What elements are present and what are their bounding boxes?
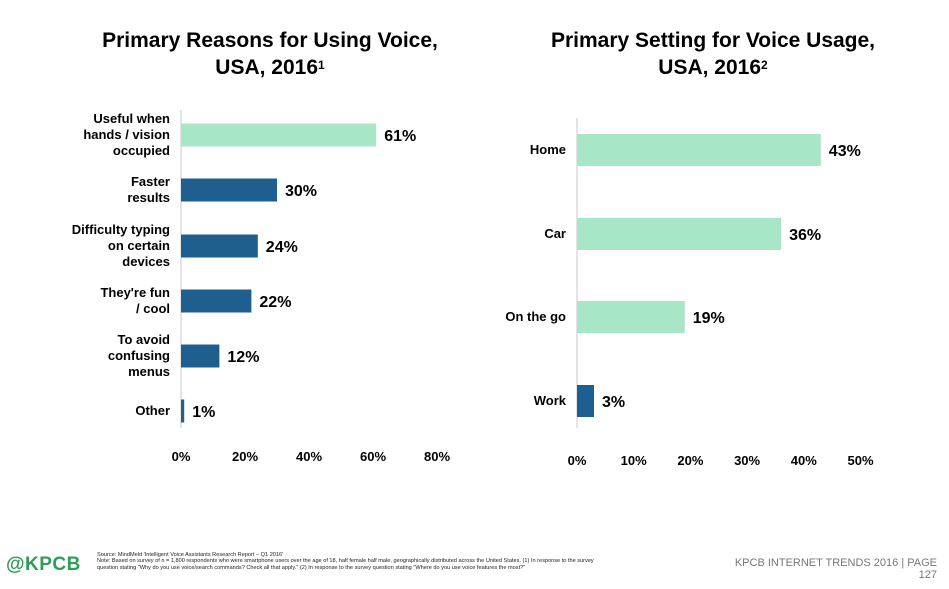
- setting-bar: [577, 218, 782, 250]
- reason-bar: [181, 289, 252, 313]
- right-chart-title: Primary Setting for Voice Usage, USA, 20…: [513, 27, 913, 81]
- report-name: KPCB INTERNET TRENDS 2016 | PAGE: [734, 557, 937, 569]
- setting-value-label: 36%: [789, 227, 821, 244]
- reason-category-label: / cool: [136, 301, 170, 316]
- setting-value-label: 19%: [693, 310, 725, 327]
- source-line: Source: MindMeld 'Intelligent Voice Assi…: [97, 552, 284, 558]
- reason-bar: [181, 344, 220, 368]
- reason-category-label: Useful when: [93, 111, 170, 126]
- setting-bar: [577, 301, 685, 333]
- reason-value-label: 1%: [192, 404, 215, 421]
- reason-x-tick-label: 20%: [232, 449, 258, 464]
- reason-category-label: devices: [122, 254, 170, 269]
- left-title-line1: Primary Reasons for Using Voice,: [102, 29, 438, 52]
- note-line-2: question stating "Why do you use voice/s…: [97, 564, 526, 571]
- reason-x-tick-label: 40%: [296, 449, 322, 464]
- reason-category-label: hands / vision: [83, 127, 170, 142]
- setting-x-tick-label: 50%: [847, 453, 873, 468]
- reason-category-label: They're fun: [100, 285, 170, 300]
- setting-category-label: On the go: [505, 309, 566, 324]
- setting-category-label: Home: [530, 142, 566, 157]
- setting-category-label: Work: [534, 393, 567, 408]
- note-line-1: Note: Based on survey of n = 1,800 respo…: [97, 558, 594, 565]
- setting-value-label: 3%: [602, 394, 625, 411]
- right-title-line1: Primary Setting for Voice Usage,: [550, 29, 876, 52]
- reason-category-label: on certain: [108, 238, 170, 253]
- reason-bar: [181, 399, 185, 423]
- reason-value-label: 24%: [266, 239, 298, 256]
- right-title-footnote: 2: [761, 58, 768, 72]
- setting-x-tick-label: 30%: [734, 453, 760, 468]
- setting-bar: [577, 134, 821, 166]
- reason-value-label: 30%: [285, 183, 317, 200]
- kpcb-logo: @KPCB: [6, 554, 81, 575]
- setting-x-tick-label: 0%: [568, 453, 587, 468]
- reason-value-label: 12%: [227, 349, 259, 366]
- reason-category-label: To avoid: [118, 332, 171, 347]
- footer-source-note: Source: MindMeld 'Intelligent Voice Assi…: [97, 552, 697, 571]
- reason-category-label: menus: [128, 364, 170, 379]
- left-title-line2: USA, 2016: [215, 56, 319, 79]
- reason-bar: [181, 234, 258, 258]
- reason-category-label: Other: [135, 403, 170, 418]
- reason-category-label: confusing: [108, 348, 170, 363]
- reason-category-label: Faster: [131, 174, 170, 189]
- left-title-footnote: 1: [318, 58, 325, 72]
- reason-value-label: 61%: [384, 128, 416, 145]
- reason-category-label: results: [127, 190, 170, 205]
- reason-value-label: 22%: [259, 294, 291, 311]
- setting-bar: [577, 385, 595, 417]
- reason-x-tick-label: 80%: [424, 449, 450, 464]
- setting-category-label: Car: [544, 226, 566, 241]
- setting-x-tick-label: 10%: [621, 453, 647, 468]
- reason-x-tick-label: 60%: [360, 449, 386, 464]
- left-chart-title: Primary Reasons for Using Voice, USA, 20…: [70, 27, 470, 81]
- reason-x-tick-label: 0%: [172, 449, 191, 464]
- setting-x-tick-label: 40%: [791, 453, 817, 468]
- reason-category-label: occupied: [113, 143, 170, 158]
- page-number: 127: [918, 569, 937, 581]
- right-title-line2: USA, 2016: [658, 56, 762, 79]
- reason-bar: [181, 178, 277, 202]
- setting-x-tick-label: 20%: [677, 453, 703, 468]
- report-footer: KPCB INTERNET TRENDS 2016 | PAGE 127: [735, 557, 937, 581]
- reason-bar: [181, 123, 377, 147]
- setting-value-label: 43%: [829, 143, 861, 160]
- reason-category-label: Difficulty typing: [72, 222, 170, 237]
